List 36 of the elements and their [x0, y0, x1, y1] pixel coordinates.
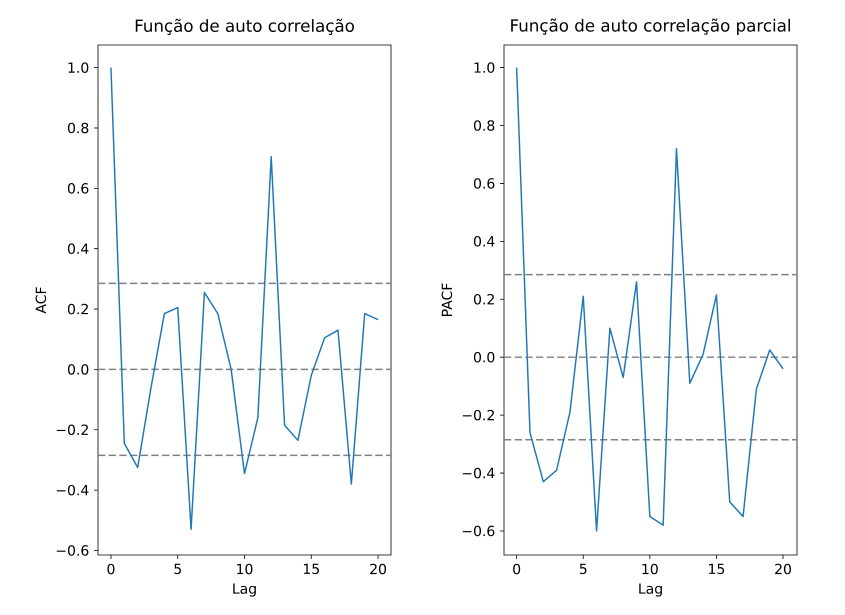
line-series — [110, 66, 379, 530]
y-tick-label: 0.8 — [68, 122, 88, 134]
y-tick-label: 0.2 — [68, 304, 88, 314]
y-tick-label: 0.6 — [68, 183, 88, 194]
x-tick-label: 20 — [775, 564, 791, 574]
x-tick-label: 0 — [107, 564, 114, 574]
y-tick-label: −0.6 — [462, 526, 494, 536]
y-tick-label: 0.4 — [68, 243, 88, 254]
x-axis-title: Lag — [639, 583, 662, 597]
y-tick-label: 0.6 — [474, 178, 494, 189]
y-tick-label: 0.0 — [68, 364, 88, 375]
y-tick-label: −0.4 — [56, 484, 88, 496]
y-tick-label: 1.0 — [68, 62, 88, 73]
y-tick-label: −0.2 — [56, 424, 88, 436]
x-tick-label: 0 — [513, 564, 520, 574]
x-tick-label: 5 — [174, 564, 181, 574]
y-tick-label: 0.0 — [474, 352, 494, 362]
chart-title: Função de auto correlação parcial — [511, 18, 790, 35]
y-axis-title: ACF — [36, 287, 46, 314]
x-tick-label: 10 — [642, 564, 658, 574]
x-tick-label: 20 — [370, 564, 386, 574]
x-tick-label: 10 — [237, 564, 252, 574]
y-tick-label: −0.4 — [462, 468, 494, 478]
x-tick-label: 15 — [304, 564, 319, 574]
x-tick-label: 15 — [709, 564, 724, 574]
y-tick-label: 0.8 — [474, 120, 494, 131]
y-tick-label: −0.6 — [56, 545, 88, 556]
y-axis-title: PACF — [442, 283, 452, 316]
x-tick-label: 5 — [580, 564, 586, 574]
y-tick-label: 1.0 — [474, 62, 494, 73]
chart-title: Função de auto correlação — [136, 18, 354, 35]
y-tick-label: 0.2 — [474, 294, 494, 305]
x-axis-title: Lag — [233, 583, 256, 597]
y-tick-label: −0.2 — [462, 410, 494, 420]
y-tick-label: 0.4 — [474, 236, 494, 247]
line-series — [516, 66, 784, 532]
